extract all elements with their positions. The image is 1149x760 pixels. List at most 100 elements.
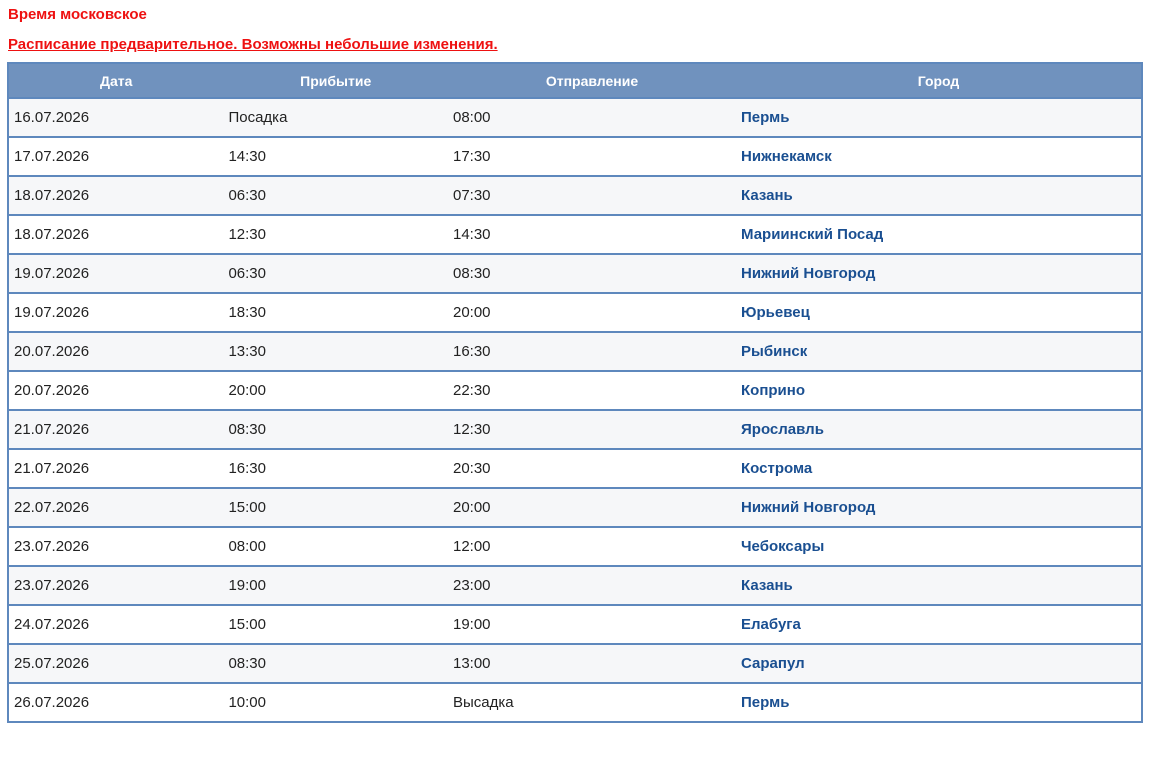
cell-departure: 17:30 [447,136,737,176]
city-link[interactable]: Елабуга [741,616,801,633]
cell-date: 24.07.2026 [8,604,224,644]
cell-city: Елабуга [736,604,1142,644]
moscow-time-notice: Время московское [8,6,147,23]
cell-arrival: 16:30 [223,448,448,488]
table-row: 21.07.2026 08:30 12:30 Ярославль [8,409,1142,449]
city-link[interactable]: Юрьевец [741,304,810,321]
table-row: 23.07.2026 19:00 23:00 Казань [8,565,1142,605]
cell-arrival: 06:30 [223,253,448,293]
cell-departure: 22:30 [447,370,737,410]
cell-city: Рыбинск [736,331,1142,371]
city-link[interactable]: Сарапул [741,655,805,672]
city-link[interactable]: Чебоксары [741,538,825,555]
cell-date: 23.07.2026 [8,565,224,605]
cell-departure: 08:00 [447,97,737,137]
table-row: 22.07.2026 15:00 20:00 Нижний Новгород [8,487,1142,527]
table-row: 23.07.2026 08:00 12:00 Чебоксары [8,526,1142,566]
cell-arrival: 08:30 [223,409,448,449]
city-link[interactable]: Нижний Новгород [741,499,876,516]
cell-date: 22.07.2026 [8,487,224,527]
cell-arrival: 19:00 [223,565,448,605]
cell-departure: 07:30 [447,175,737,215]
cell-date: 18.07.2026 [8,175,224,215]
schedule-table: Дата Прибытие Отправление Город 16.07.20… [7,62,1143,723]
column-header-city: Город [736,63,1142,98]
cell-date: 20.07.2026 [8,370,224,410]
cell-departure: 12:00 [447,526,737,566]
cell-departure: 14:30 [447,214,737,254]
cell-city: Ярославль [736,409,1142,449]
table-row: 20.07.2026 13:30 16:30 Рыбинск [8,331,1142,371]
table-row: 21.07.2026 16:30 20:30 Кострома [8,448,1142,488]
city-link[interactable]: Кострома [741,460,813,477]
column-header-date: Дата [8,63,224,98]
city-link[interactable]: Казань [741,577,793,594]
cell-arrival: 08:00 [223,526,448,566]
cell-city: Казань [736,175,1142,215]
city-link[interactable]: Мариинский Посад [741,226,884,243]
cell-city: Нижнекамск [736,136,1142,176]
city-link[interactable]: Нижнекамск [741,148,832,165]
cell-departure: 20:30 [447,448,737,488]
city-link[interactable]: Пермь [741,694,790,711]
table-row: 25.07.2026 08:30 13:00 Сарапул [8,643,1142,683]
cell-date: 20.07.2026 [8,331,224,371]
cell-departure: 13:00 [447,643,737,683]
cell-city: Казань [736,565,1142,605]
cell-date: 21.07.2026 [8,448,224,488]
table-row: 24.07.2026 15:00 19:00 Елабуга [8,604,1142,644]
cell-city: Коприно [736,370,1142,410]
cell-arrival: 18:30 [223,292,448,332]
cell-date: 25.07.2026 [8,643,224,683]
cell-arrival: Посадка [223,97,448,137]
city-link[interactable]: Пермь [741,109,790,126]
cell-arrival: 10:00 [223,682,448,722]
table-row: 26.07.2026 10:00 Высадка Пермь [8,682,1142,722]
cell-city: Мариинский Посад [736,214,1142,254]
cell-arrival: 20:00 [223,370,448,410]
cell-departure: 20:00 [447,292,737,332]
cell-city: Пермь [736,682,1142,722]
cell-date: 21.07.2026 [8,409,224,449]
cell-city: Сарапул [736,643,1142,683]
cell-departure: 20:00 [447,487,737,527]
cell-date: 16.07.2026 [8,97,224,137]
table-row: 17.07.2026 14:30 17:30 Нижнекамск [8,136,1142,176]
cell-date: 26.07.2026 [8,682,224,722]
cell-departure: 08:30 [447,253,737,293]
table-row: 18.07.2026 12:30 14:30 Мариинский Посад [8,214,1142,254]
column-header-departure: Отправление [447,63,737,98]
city-link[interactable]: Казань [741,187,793,204]
cell-date: 19.07.2026 [8,292,224,332]
cell-city: Нижний Новгород [736,253,1142,293]
cell-departure: 12:30 [447,409,737,449]
cell-arrival: 06:30 [223,175,448,215]
cell-arrival: 13:30 [223,331,448,371]
city-link[interactable]: Коприно [741,382,805,399]
cell-city: Кострома [736,448,1142,488]
cell-date: 19.07.2026 [8,253,224,293]
table-row: 19.07.2026 06:30 08:30 Нижний Новгород [8,253,1142,293]
cell-date: 17.07.2026 [8,136,224,176]
cell-city: Пермь [736,97,1142,137]
cell-departure: Высадка [447,682,737,722]
header-row: Дата Прибытие Отправление Город [8,63,1142,98]
cell-departure: 19:00 [447,604,737,644]
cell-date: 18.07.2026 [8,214,224,254]
cell-arrival: 12:30 [223,214,448,254]
cell-arrival: 08:30 [223,643,448,683]
table-body: 16.07.2026 Посадка 08:00 Пермь 17.07.2026 14:… [8,97,1142,722]
table-row: 18.07.2026 06:30 07:30 Казань [8,175,1142,215]
city-link[interactable]: Нижний Новгород [741,265,876,282]
cell-departure: 16:30 [447,331,737,371]
city-link[interactable]: Рыбинск [741,343,808,360]
table-row: 16.07.2026 Посадка 08:00 Пермь [8,97,1142,137]
cell-departure: 23:00 [447,565,737,605]
table-header: Дата Прибытие Отправление Город [8,63,1142,98]
preliminary-schedule-notice: Расписание предварительное. Возможны неб… [8,36,498,53]
column-header-arrival: Прибытие [223,63,448,98]
city-link[interactable]: Ярославль [741,421,824,438]
cell-arrival: 15:00 [223,487,448,527]
cell-arrival: 15:00 [223,604,448,644]
